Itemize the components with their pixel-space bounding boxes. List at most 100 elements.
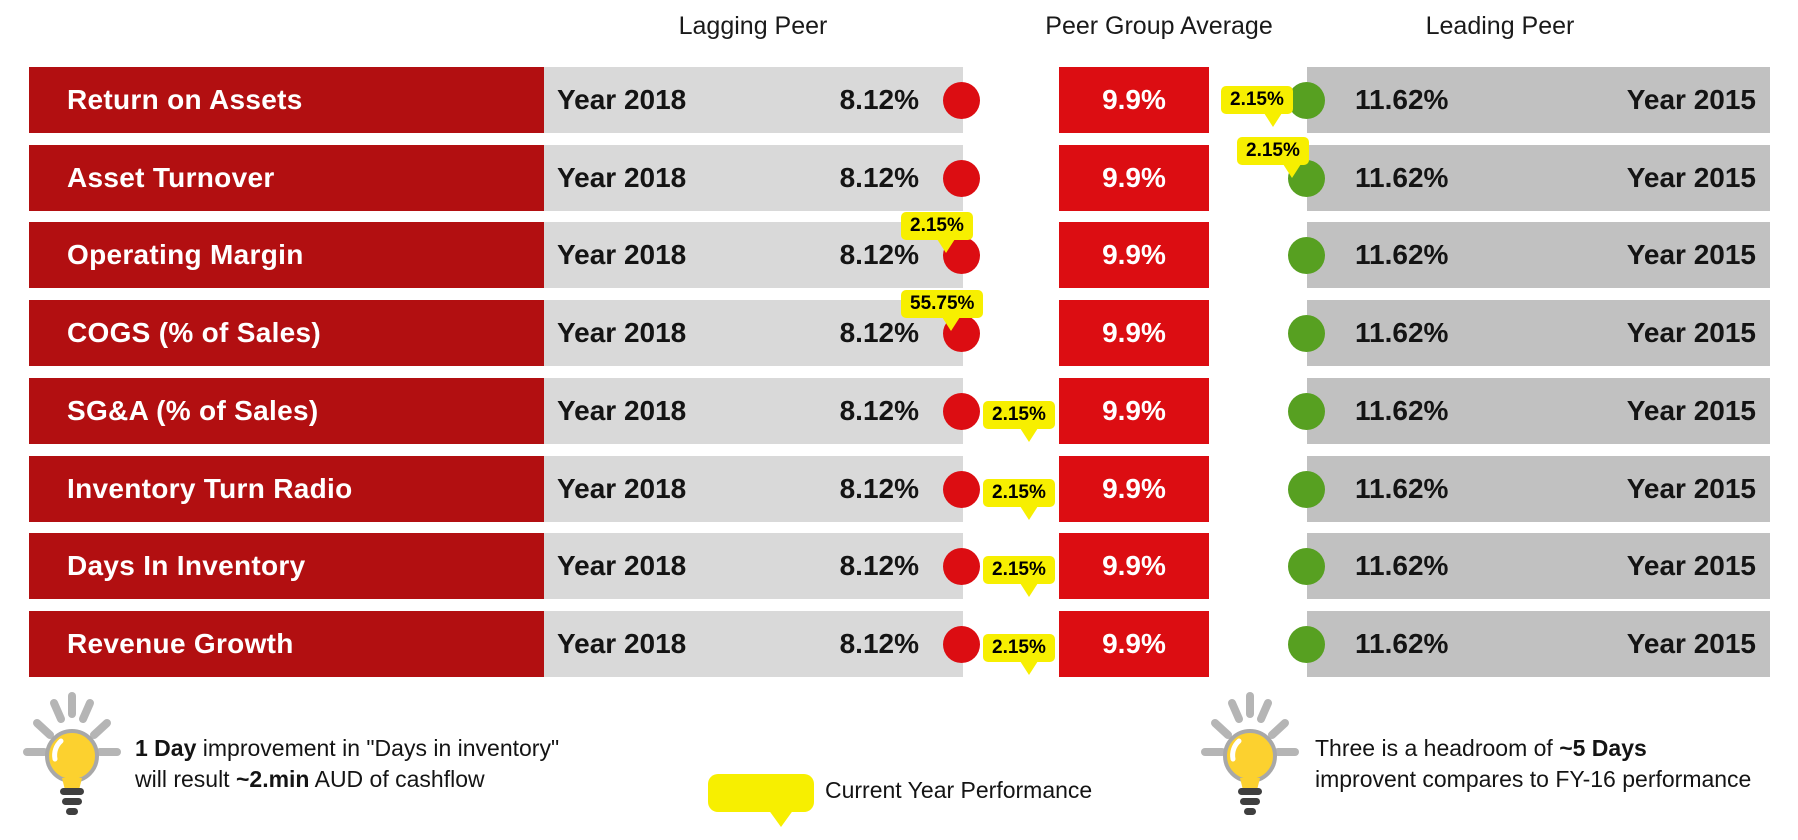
metric-name-block: Return on Assets — [29, 67, 544, 133]
leading-marker-dot — [1288, 393, 1325, 430]
leading-marker-dot — [1288, 315, 1325, 352]
lagging-year-label: Year 2018 — [557, 550, 687, 581]
metric-row: Return on Assets Year 2018 8.12% 9.9% 11… — [0, 67, 1798, 133]
lagging-year-label: Year 2018 — [557, 473, 687, 504]
callout-value: 2.15% — [992, 482, 1046, 503]
leading-peer-bar: 11.62% Year 2015 — [1307, 145, 1770, 211]
lagging-value-label: 8.12% — [839, 550, 919, 581]
lagging-marker-dot — [943, 471, 980, 508]
leading-year-label: Year 2015 — [1626, 239, 1756, 270]
peer-average-value: 9.9% — [1102, 550, 1166, 581]
leading-year-label: Year 2015 — [1626, 162, 1756, 193]
callout-value: 2.15% — [992, 637, 1046, 658]
callout-value: 2.15% — [1230, 89, 1284, 110]
lagging-peer-bar: Year 2018 8.12% — [544, 378, 963, 444]
lagging-peer-bar: Year 2018 8.12% — [544, 67, 963, 133]
leading-peer-bar: 11.62% Year 2015 — [1307, 456, 1770, 522]
leading-marker-dot — [1288, 471, 1325, 508]
peer-average-value: 9.9% — [1102, 628, 1166, 659]
lagging-peer-bar: Year 2018 8.12% — [544, 533, 963, 599]
leading-value-label: 11.62% — [1355, 317, 1449, 348]
lagging-peer-bar: Year 2018 8.12% — [544, 611, 963, 677]
current-year-callout-badge: 2.15% — [983, 401, 1055, 442]
leading-value-label: 11.62% — [1355, 473, 1449, 504]
current-year-callout-badge: 2.15% — [983, 479, 1055, 520]
leading-year-label: Year 2015 — [1626, 317, 1756, 348]
column-header-lagging-peer: Lagging Peer — [678, 12, 828, 40]
leading-value-label: 11.62% — [1355, 628, 1449, 659]
metric-name-block: Inventory Turn Radio — [29, 456, 544, 522]
legend-label: Current Year Performance — [825, 777, 1093, 803]
leading-year-label: Year 2015 — [1626, 395, 1756, 426]
peer-average-value: 9.9% — [1102, 317, 1166, 348]
note-right-line2: improvent compares to FY-16 performance — [1315, 766, 1752, 792]
callout-value: 2.15% — [992, 559, 1046, 580]
leading-marker-dot — [1288, 237, 1325, 274]
lagging-value-label: 8.12% — [839, 239, 919, 270]
peer-average-value: 9.9% — [1102, 395, 1166, 426]
column-header-leading-peer: Leading Peer — [1425, 12, 1575, 40]
lagging-marker-dot — [943, 626, 980, 663]
metric-row: Revenue Growth Year 2018 8.12% 9.9% 11.6… — [0, 611, 1798, 677]
lagging-peer-bar: Year 2018 8.12% — [544, 456, 963, 522]
peer-group-average-block: 9.9% — [1059, 67, 1209, 133]
note-left-line1: 1 Day improvement in "Days in inventory" — [135, 735, 560, 761]
lagging-year-label: Year 2018 — [557, 162, 687, 193]
lagging-marker-dot — [943, 393, 980, 430]
lagging-year-label: Year 2018 — [557, 628, 687, 659]
lagging-value-label: 8.12% — [839, 84, 919, 115]
peer-group-average-block: 9.9% — [1059, 611, 1209, 677]
leading-value-label: 11.62% — [1355, 395, 1449, 426]
leading-peer-bar: 11.62% Year 2015 — [1307, 300, 1770, 366]
peer-group-average-block: 9.9% — [1059, 456, 1209, 522]
metric-row: SG&A (% of Sales) Year 2018 8.12% 9.9% 1… — [0, 378, 1798, 444]
leading-year-label: Year 2015 — [1626, 84, 1756, 115]
leading-value-label: 11.62% — [1355, 550, 1449, 581]
current-year-callout-badge: 2.15% — [901, 212, 973, 253]
metric-row: Asset Turnover Year 2018 8.12% 9.9% 11.6… — [0, 137, 1798, 211]
metric-row: Days In Inventory Year 2018 8.12% 9.9% 1… — [0, 533, 1798, 599]
lagging-marker-dot — [943, 160, 980, 197]
lightbulb-icon — [1201, 692, 1299, 815]
lagging-peer-bar: Year 2018 8.12% — [544, 300, 963, 366]
current-year-callout-badge: 2.15% — [983, 556, 1055, 597]
metric-name-block: Revenue Growth — [29, 611, 544, 677]
peer-group-average-block: 9.9% — [1059, 378, 1209, 444]
lagging-value-label: 8.12% — [839, 473, 919, 504]
lagging-year-label: Year 2018 — [557, 317, 687, 348]
current-year-callout-badge: 2.15% — [1237, 137, 1309, 178]
metric-name-block: COGS (% of Sales) — [29, 300, 544, 366]
peer-average-value: 9.9% — [1102, 473, 1166, 504]
legend-callout-swatch — [708, 774, 814, 827]
current-year-callout-badge: 2.15% — [983, 634, 1055, 675]
peer-group-average-block: 9.9% — [1059, 222, 1209, 288]
peer-group-average-block: 9.9% — [1059, 300, 1209, 366]
lagging-value-label: 8.12% — [839, 628, 919, 659]
note-left: 1 Day improvement in "Days in inventory"… — [135, 733, 559, 795]
lagging-peer-bar: Year 2018 8.12% — [544, 222, 963, 288]
leading-year-label: Year 2015 — [1626, 628, 1756, 659]
peer-average-value: 9.9% — [1102, 239, 1166, 270]
leading-marker-dot — [1288, 82, 1325, 119]
lagging-value-label: 8.12% — [839, 395, 919, 426]
callout-value: 2.15% — [992, 404, 1046, 425]
leading-value-label: 11.62% — [1355, 239, 1449, 270]
peer-group-average-block: 9.9% — [1059, 145, 1209, 211]
leading-peer-bar: 11.62% Year 2015 — [1307, 533, 1770, 599]
metric-row: Operating Margin Year 2018 8.12% 9.9% 11… — [0, 212, 1798, 288]
lagging-marker-dot — [943, 82, 980, 119]
callout-value: 2.15% — [1246, 140, 1300, 161]
current-year-callout-badge: 55.75% — [901, 290, 984, 331]
leading-marker-dot — [1288, 548, 1325, 585]
lagging-year-label: Year 2018 — [557, 84, 687, 115]
leading-value-label: 11.62% — [1355, 162, 1449, 193]
lagging-year-label: Year 2018 — [557, 239, 687, 270]
callout-value: 55.75% — [910, 293, 975, 314]
metric-name-block: Days In Inventory — [29, 533, 544, 599]
peer-average-value: 9.9% — [1102, 84, 1166, 115]
lagging-value-label: 8.12% — [839, 317, 919, 348]
peer-group-average-block: 9.9% — [1059, 533, 1209, 599]
leading-marker-dot — [1288, 626, 1325, 663]
lagging-peer-bar: Year 2018 8.12% — [544, 145, 963, 211]
